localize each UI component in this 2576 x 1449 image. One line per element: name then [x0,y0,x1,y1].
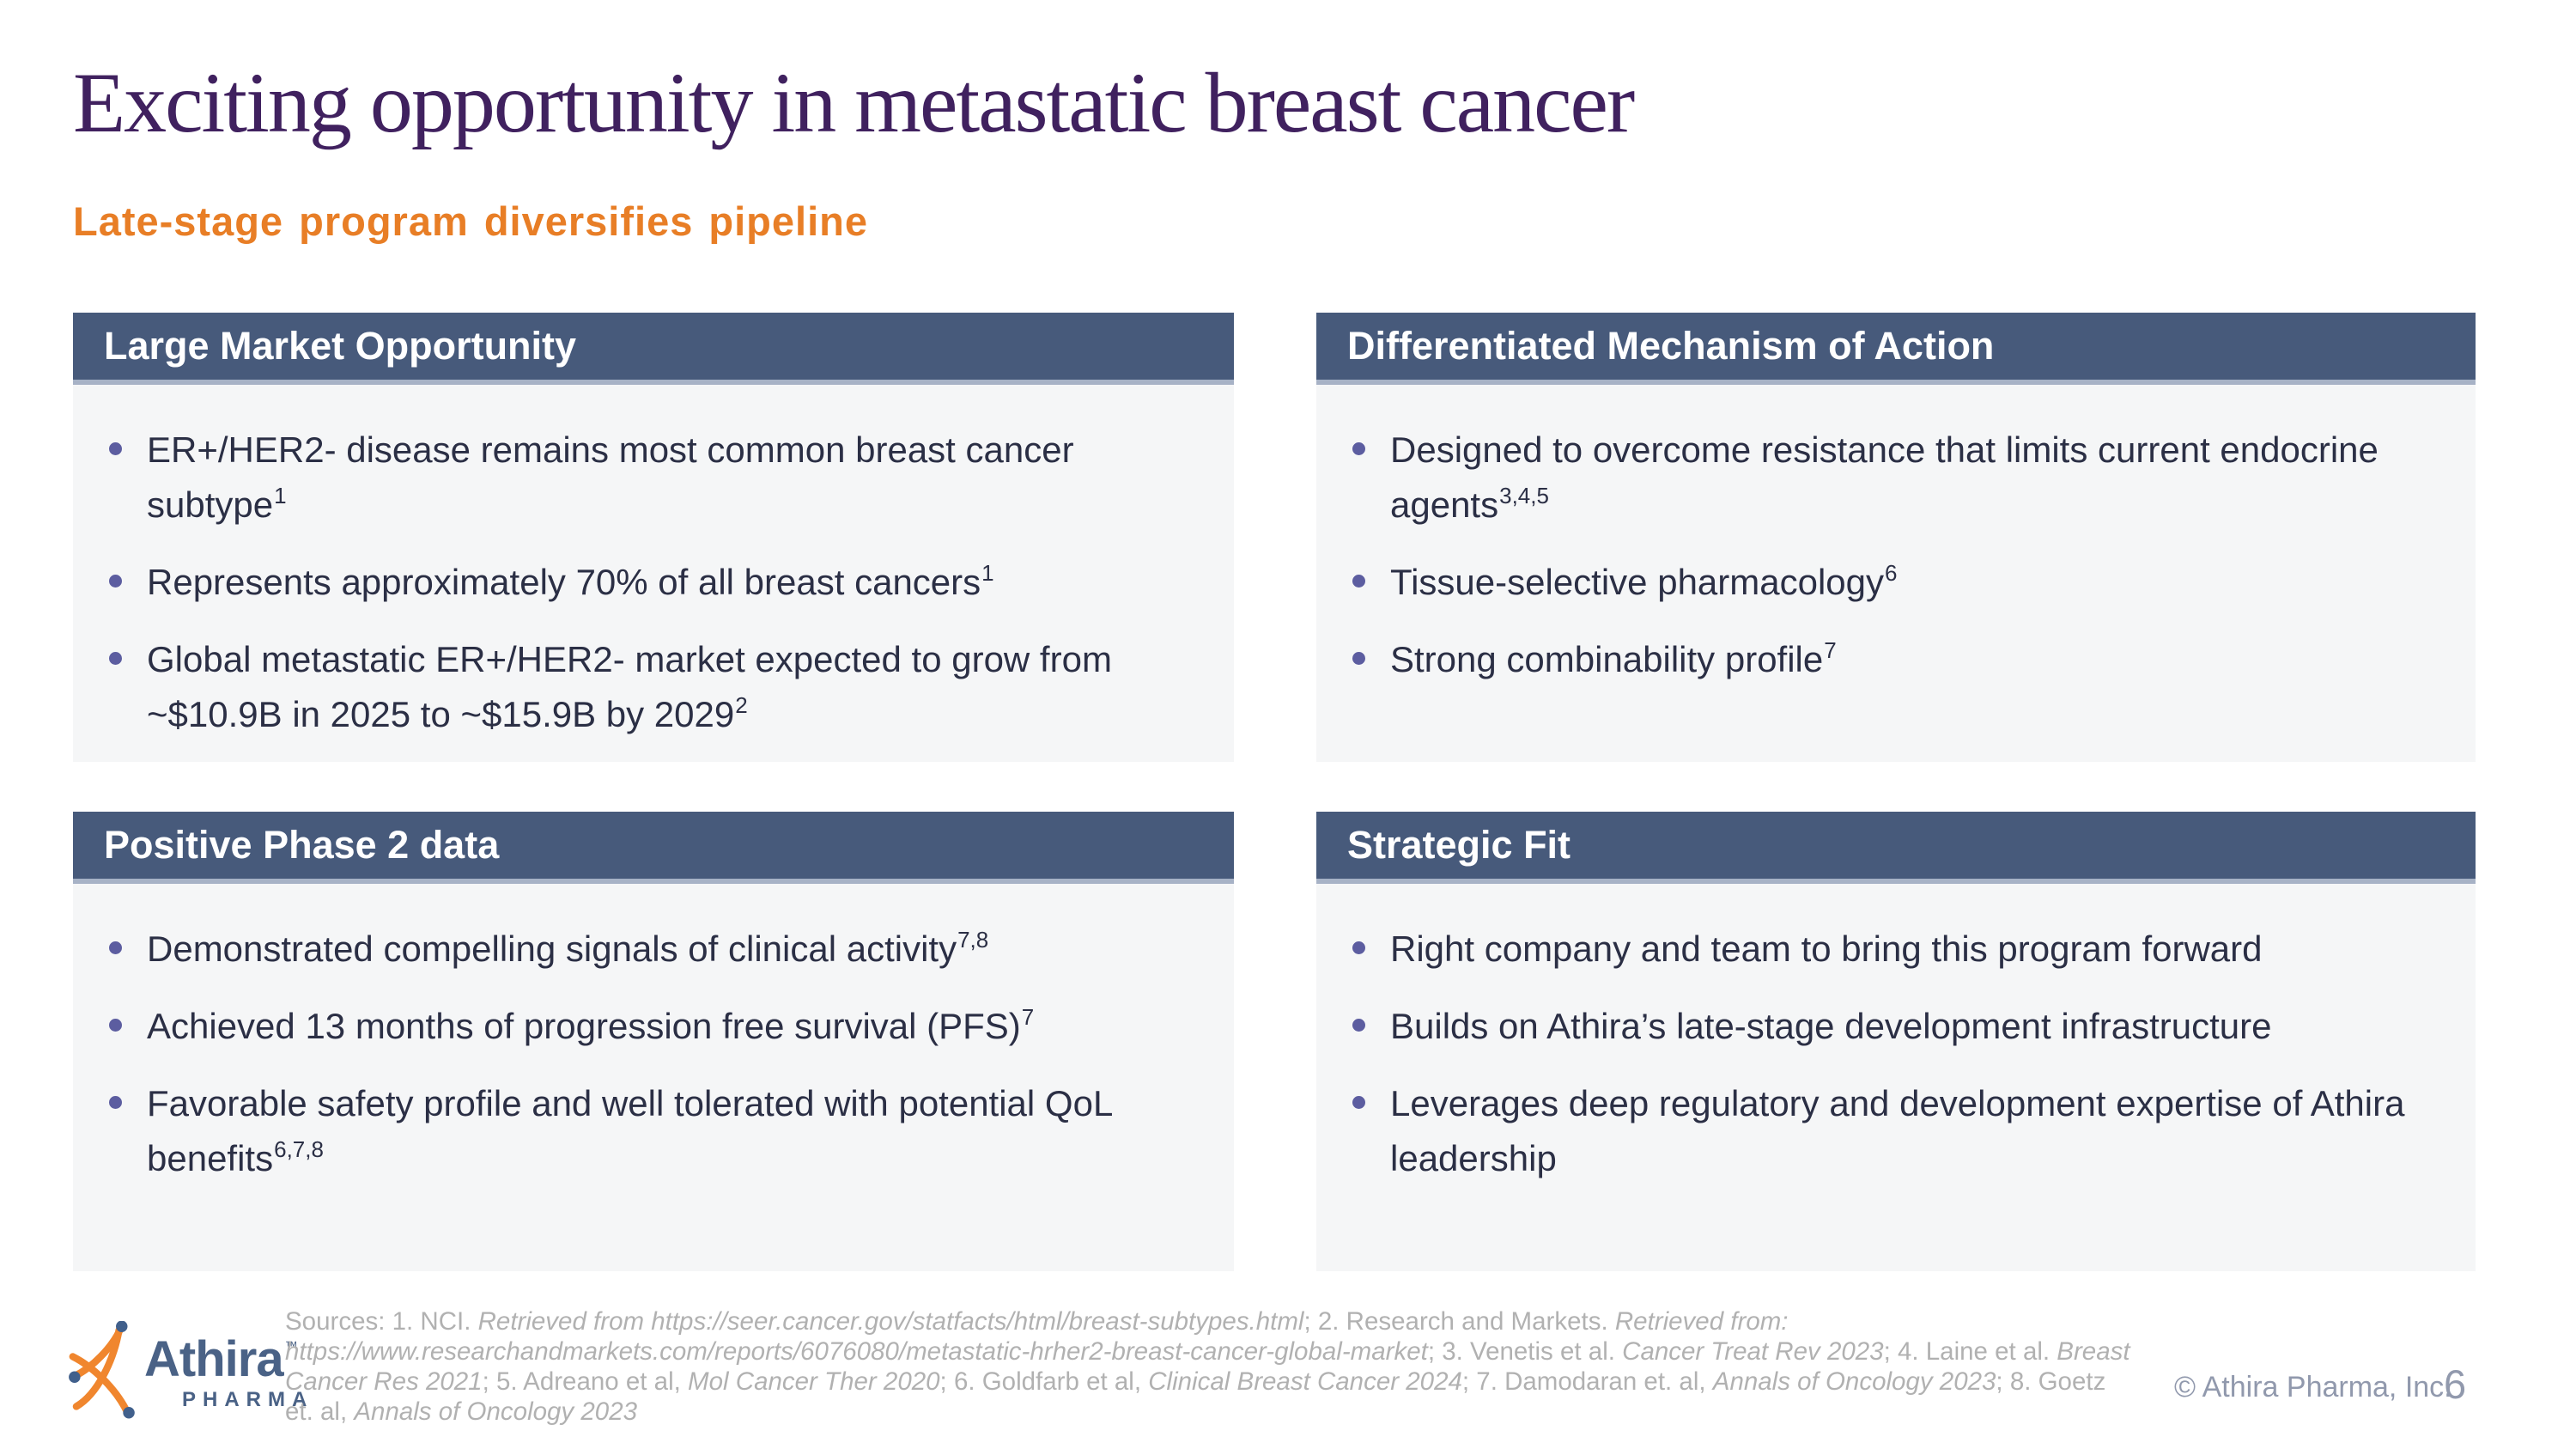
source-segment: ; 8. Goetz et. al, [285,1367,2113,1426]
source-segment: ; 4. Laine et al. [1883,1337,2057,1366]
box-strategic-fit: Strategic Fit Right company and team to … [1316,812,2476,1271]
sources-footnotes: Sources: 1. NCI. Retrieved from https://… [285,1306,2131,1427]
footnote-reference: 6 [1885,560,1898,586]
footnote-reference: 7 [1824,637,1837,663]
source-segment: ; 3. Venetis et al. [1427,1337,1623,1366]
page-subtitle: Late-stage program diversifies pipeline [73,198,868,244]
athira-logo-star-icon [69,1320,137,1423]
source-segment: ; 5. Adreano et al, [482,1367,689,1396]
bullet-item: Strong combinability profile7 [1349,632,2441,687]
box-differentiated-mechanism: Differentiated Mechanism of Action Desig… [1316,313,2476,762]
footnote-reference: 7 [1021,1004,1035,1030]
footnote-reference: 7,8 [957,927,989,953]
box-header-positive-phase-2-data: Positive Phase 2 data [73,812,1234,884]
bullet-item: Demonstrated compelling signals of clini… [106,922,1200,977]
page-number: 6 [2444,1361,2467,1407]
footnote-reference: 1 [274,483,287,508]
bullet-item: Designed to overcome resistance that lim… [1349,423,2441,533]
bullet-item: Builds on Athira’s late-stage developmen… [1349,999,2441,1054]
box-header-strategic-fit: Strategic Fit [1316,812,2476,884]
bullet-item: Achieved 13 months of progression free s… [106,999,1200,1054]
bullet-list-differentiated-mechanism: Designed to overcome resistance that lim… [1316,385,2476,687]
footnote-reference: 1 [981,560,994,586]
bullet-item: Right company and team to bring this pro… [1349,922,2441,977]
source-segment: Annals of Oncology 2023 [354,1397,638,1426]
athira-logo-pharma-label: PHARMA [182,1388,314,1411]
source-segment: Retrieved from https://seer.cancer.gov/s… [477,1307,1304,1336]
source-segment: Breast Cancer Res 2021 [285,1337,2137,1396]
bullet-item: Global metastatic ER+/HER2- market expec… [106,632,1200,742]
copyright-notice: © Athira Pharma, Inc. [2174,1371,2452,1403]
source-segment: ; 7. Damodaran et. al, [1461,1367,1713,1396]
box-header-differentiated-mechanism: Differentiated Mechanism of Action [1316,313,2476,385]
bullet-list-strategic-fit: Right company and team to bring this pro… [1316,884,2476,1186]
bullet-list-large-market-opportunity: ER+/HER2- disease remains most common br… [73,385,1234,742]
athira-pharma-logo: Athira ™ PHARMA [69,1320,313,1423]
footnote-reference: 6,7,8 [274,1136,324,1162]
source-segment: Annals of Oncology 2023 [1712,1367,1996,1396]
source-segment: Cancer Treat Rev 2023 [1622,1337,1884,1366]
bullet-item: Represents approximately 70% of all brea… [106,555,1200,610]
source-segment: ; 2. Research and Markets. [1303,1307,1615,1336]
athira-logo-text: Athira ™ PHARMA [144,1335,313,1412]
athira-logo-wordmark: Athira [144,1331,284,1387]
bullet-item: Favorable safety profile and well tolera… [106,1076,1200,1186]
footnote-reference: 3,4,5 [1499,483,1549,508]
box-header-large-market-opportunity: Large Market Opportunity [73,313,1234,385]
page-title: Exciting opportunity in metastatic breas… [73,55,1635,150]
box-positive-phase-2-data: Positive Phase 2 data Demonstrated compe… [73,812,1234,1271]
source-segment: Mol Cancer Ther 2020 [688,1367,940,1396]
bullet-item: Tissue-selective pharmacology6 [1349,555,2441,610]
source-segment: ; 6. Goldfarb et al, [939,1367,1149,1396]
bullet-item: ER+/HER2- disease remains most common br… [106,423,1200,533]
bullet-item: Leverages deep regulatory and developmen… [1349,1076,2441,1186]
source-segment: Sources: 1. NCI. [285,1307,478,1336]
box-large-market-opportunity: Large Market Opportunity ER+/HER2- disea… [73,313,1234,762]
source-segment: Clinical Breast Cancer 2024 [1148,1367,1462,1396]
source-segment: Retrieved from: https://www.researchandm… [285,1307,1795,1366]
trademark-symbol: ™ [284,1339,298,1354]
footnote-reference: 2 [735,692,748,718]
bullet-list-positive-phase-2-data: Demonstrated compelling signals of clini… [73,884,1234,1186]
